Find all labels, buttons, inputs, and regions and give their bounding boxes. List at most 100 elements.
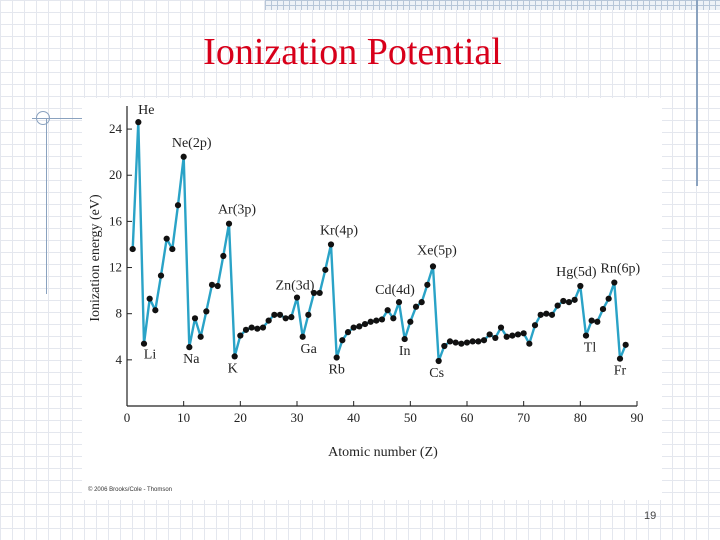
data-point xyxy=(129,245,136,253)
element-label: Cs xyxy=(429,366,444,381)
x-tick-label: 20 xyxy=(234,410,247,425)
x-axis-label: Atomic number (Z) xyxy=(328,445,438,460)
data-point xyxy=(418,299,425,306)
y-tick-label: 16 xyxy=(109,213,123,228)
y-tick-label: 12 xyxy=(109,260,122,275)
data-point xyxy=(531,322,539,329)
data-point xyxy=(356,323,363,330)
data-point xyxy=(537,311,544,318)
data-point xyxy=(305,311,312,318)
data-point xyxy=(599,305,607,313)
data-point xyxy=(407,318,414,325)
data-point xyxy=(554,302,561,309)
data-point xyxy=(469,338,476,345)
data-point xyxy=(237,332,244,339)
data-point xyxy=(441,342,448,350)
element-label: Ar(3p) xyxy=(218,203,256,218)
data-point xyxy=(225,220,233,227)
data-point xyxy=(282,315,289,322)
data-point xyxy=(310,289,318,297)
data-point xyxy=(254,325,261,332)
element-label: Ne(2p) xyxy=(172,136,212,151)
data-point xyxy=(412,303,420,310)
decorative-top-band xyxy=(265,0,720,10)
data-point xyxy=(174,202,182,209)
data-point xyxy=(214,282,221,290)
data-point xyxy=(135,119,142,126)
data-point xyxy=(605,295,612,302)
data-point xyxy=(560,297,567,305)
data-point xyxy=(146,295,153,302)
element-label: Kr(4p) xyxy=(320,223,358,238)
page-number: 19 xyxy=(644,510,657,522)
data-point xyxy=(163,235,170,242)
data-point xyxy=(220,252,227,260)
y-tick-label: 20 xyxy=(109,167,122,182)
x-tick-label: 70 xyxy=(517,410,530,425)
decorative-left-line xyxy=(46,118,47,294)
data-point xyxy=(514,331,522,338)
data-point xyxy=(503,333,510,340)
data-point xyxy=(616,355,624,362)
data-point xyxy=(401,335,408,343)
x-tick-label: 0 xyxy=(124,410,131,425)
data-point xyxy=(390,315,397,322)
data-point xyxy=(271,311,278,318)
data-point xyxy=(203,308,210,315)
data-point xyxy=(424,281,431,288)
data-point xyxy=(588,317,595,324)
data-point xyxy=(248,324,255,331)
slide-title: Ionization Potential xyxy=(203,31,502,73)
data-point xyxy=(361,320,369,328)
ionization-chart: 0 10 20 30 40 50 60 70 80 90 4 8 12 16 20 24 Atomic nu… xyxy=(88,103,644,460)
data-point xyxy=(259,324,267,331)
series-line xyxy=(131,121,627,363)
data-point xyxy=(186,344,193,351)
x-ticks: 0 10 20 30 40 50 60 70 80 90 xyxy=(124,401,644,425)
data-point xyxy=(548,311,556,318)
data-point xyxy=(446,338,454,345)
data-point xyxy=(373,317,380,324)
decorative-right-line xyxy=(696,0,698,186)
data-point xyxy=(231,353,238,360)
data-point xyxy=(344,329,352,336)
data-point xyxy=(475,338,482,345)
data-point xyxy=(486,331,493,338)
x-tick-label: 40 xyxy=(347,410,360,425)
element-label: Na xyxy=(183,352,200,367)
element-label: Ga xyxy=(301,342,318,357)
data-point xyxy=(339,337,346,344)
y-tick-label: 24 xyxy=(109,121,123,136)
chart-figure: 0 10 20 30 40 50 60 70 80 90 4 8 12 16 20 24 Atomic nu… xyxy=(82,98,662,500)
data-point xyxy=(622,341,629,348)
y-tick-label: 4 xyxy=(116,352,123,367)
data-point xyxy=(288,314,295,321)
y-ticks: 4 8 12 16 20 24 xyxy=(109,121,132,367)
data-point xyxy=(191,315,199,322)
x-tick-label: 80 xyxy=(574,410,587,425)
data-point xyxy=(452,339,459,346)
y-axis-label: Ionization energy (eV) xyxy=(88,194,103,322)
element-label: Fr xyxy=(614,364,627,379)
data-point xyxy=(463,339,471,346)
data-point xyxy=(497,324,505,331)
decorative-horizontal-line xyxy=(32,118,82,119)
annotation-labels: He Ne(2p) Ar(3p) Kr(4p) Zn(3d) Cd(4d) Xe(5p) Hg… xyxy=(138,103,640,381)
decorative-circle-icon xyxy=(36,111,50,125)
data-point xyxy=(157,272,165,279)
data-point xyxy=(169,245,176,253)
copyright-text: © 2006 Brooks/Cole - Thomson xyxy=(88,487,173,493)
data-point xyxy=(435,357,442,365)
element-label: Tl xyxy=(584,341,597,356)
data-point xyxy=(242,326,250,333)
element-label: Cd(4d) xyxy=(375,283,415,298)
x-tick-label: 10 xyxy=(177,410,190,425)
data-point xyxy=(333,354,340,361)
data-point xyxy=(208,281,216,288)
x-tick-label: 90 xyxy=(631,410,644,425)
data-point xyxy=(520,330,527,337)
element-label: In xyxy=(399,344,411,359)
data-point xyxy=(582,332,590,339)
data-point xyxy=(395,299,403,306)
data-point xyxy=(384,307,391,314)
